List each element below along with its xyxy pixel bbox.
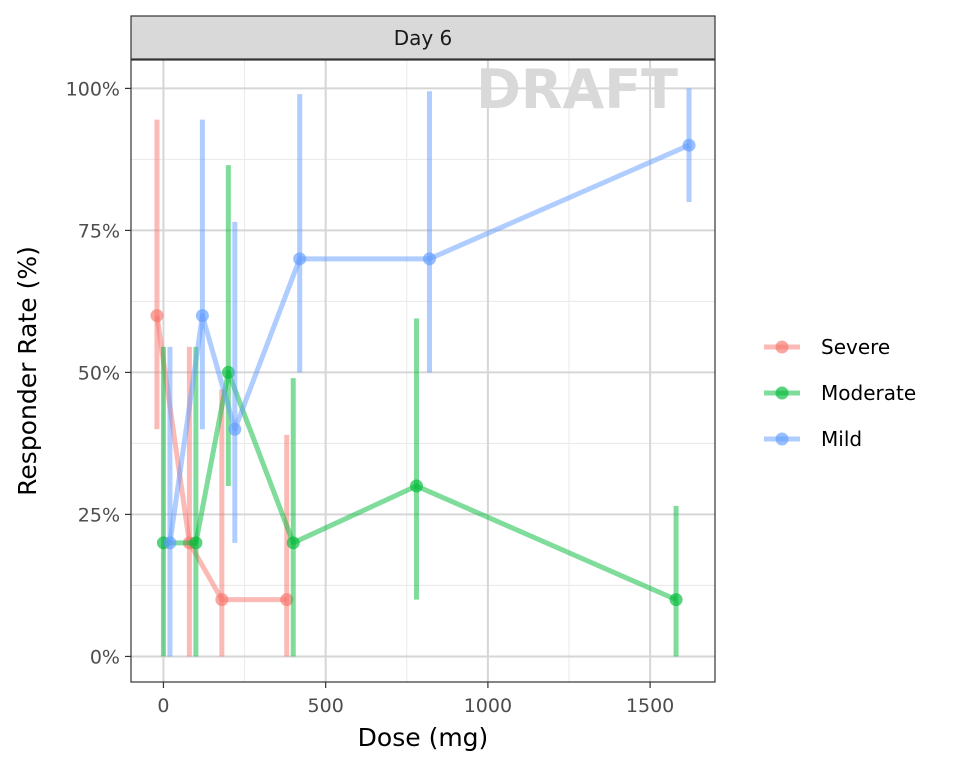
legend-label: Mild <box>821 427 862 451</box>
facet-label: Day 6 <box>394 26 453 50</box>
data-point <box>163 536 177 550</box>
x-tick-label: 500 <box>308 695 344 717</box>
plot-border <box>130 59 716 683</box>
data-point <box>293 252 307 266</box>
y-tick-label: 25% <box>78 504 120 526</box>
data-point <box>286 536 300 550</box>
x-axis: 0 500 1000 1500 <box>157 682 674 717</box>
data-point <box>150 309 164 323</box>
y-axis: 0% 25% 50% 75% 100% <box>66 78 131 668</box>
legend-item-moderate: Moderate <box>764 381 916 405</box>
legend-item-mild: Mild <box>764 427 862 451</box>
legend-key-point <box>775 340 789 354</box>
data-point <box>280 593 294 607</box>
x-tick-label: 1500 <box>626 695 674 717</box>
series-mild <box>163 88 696 657</box>
x-tick-label: 0 <box>157 695 169 717</box>
y-tick-label: 50% <box>78 362 120 384</box>
y-tick-label: 100% <box>66 78 120 100</box>
data-point <box>410 479 424 493</box>
data-point <box>189 536 203 550</box>
watermark-text: DRAFT <box>476 58 678 121</box>
series-line <box>167 142 691 544</box>
series-moderate <box>156 165 683 657</box>
legend-label: Moderate <box>821 381 916 405</box>
legend-key-point <box>775 432 789 446</box>
y-tick-label: 75% <box>78 220 120 242</box>
legend-item-severe: Severe <box>764 335 890 359</box>
series-line <box>154 315 287 603</box>
x-tick-label: 1000 <box>464 695 512 717</box>
data-point <box>422 252 436 266</box>
data-point <box>682 138 696 152</box>
data-point <box>215 593 229 607</box>
legend-key-point <box>775 386 789 400</box>
data-point <box>221 365 235 379</box>
data-point <box>669 593 683 607</box>
y-tick-label: 0% <box>90 646 120 668</box>
x-axis-title: Dose (mg) <box>358 723 489 752</box>
data-point <box>195 309 209 323</box>
data-point <box>228 422 242 436</box>
series-layer <box>150 88 696 657</box>
facet-strip <box>130 15 716 60</box>
y-axis-title: Responder Rate (%) <box>13 246 42 496</box>
legend: Severe Moderate Mild <box>764 335 916 451</box>
legend-label: Severe <box>821 335 890 359</box>
